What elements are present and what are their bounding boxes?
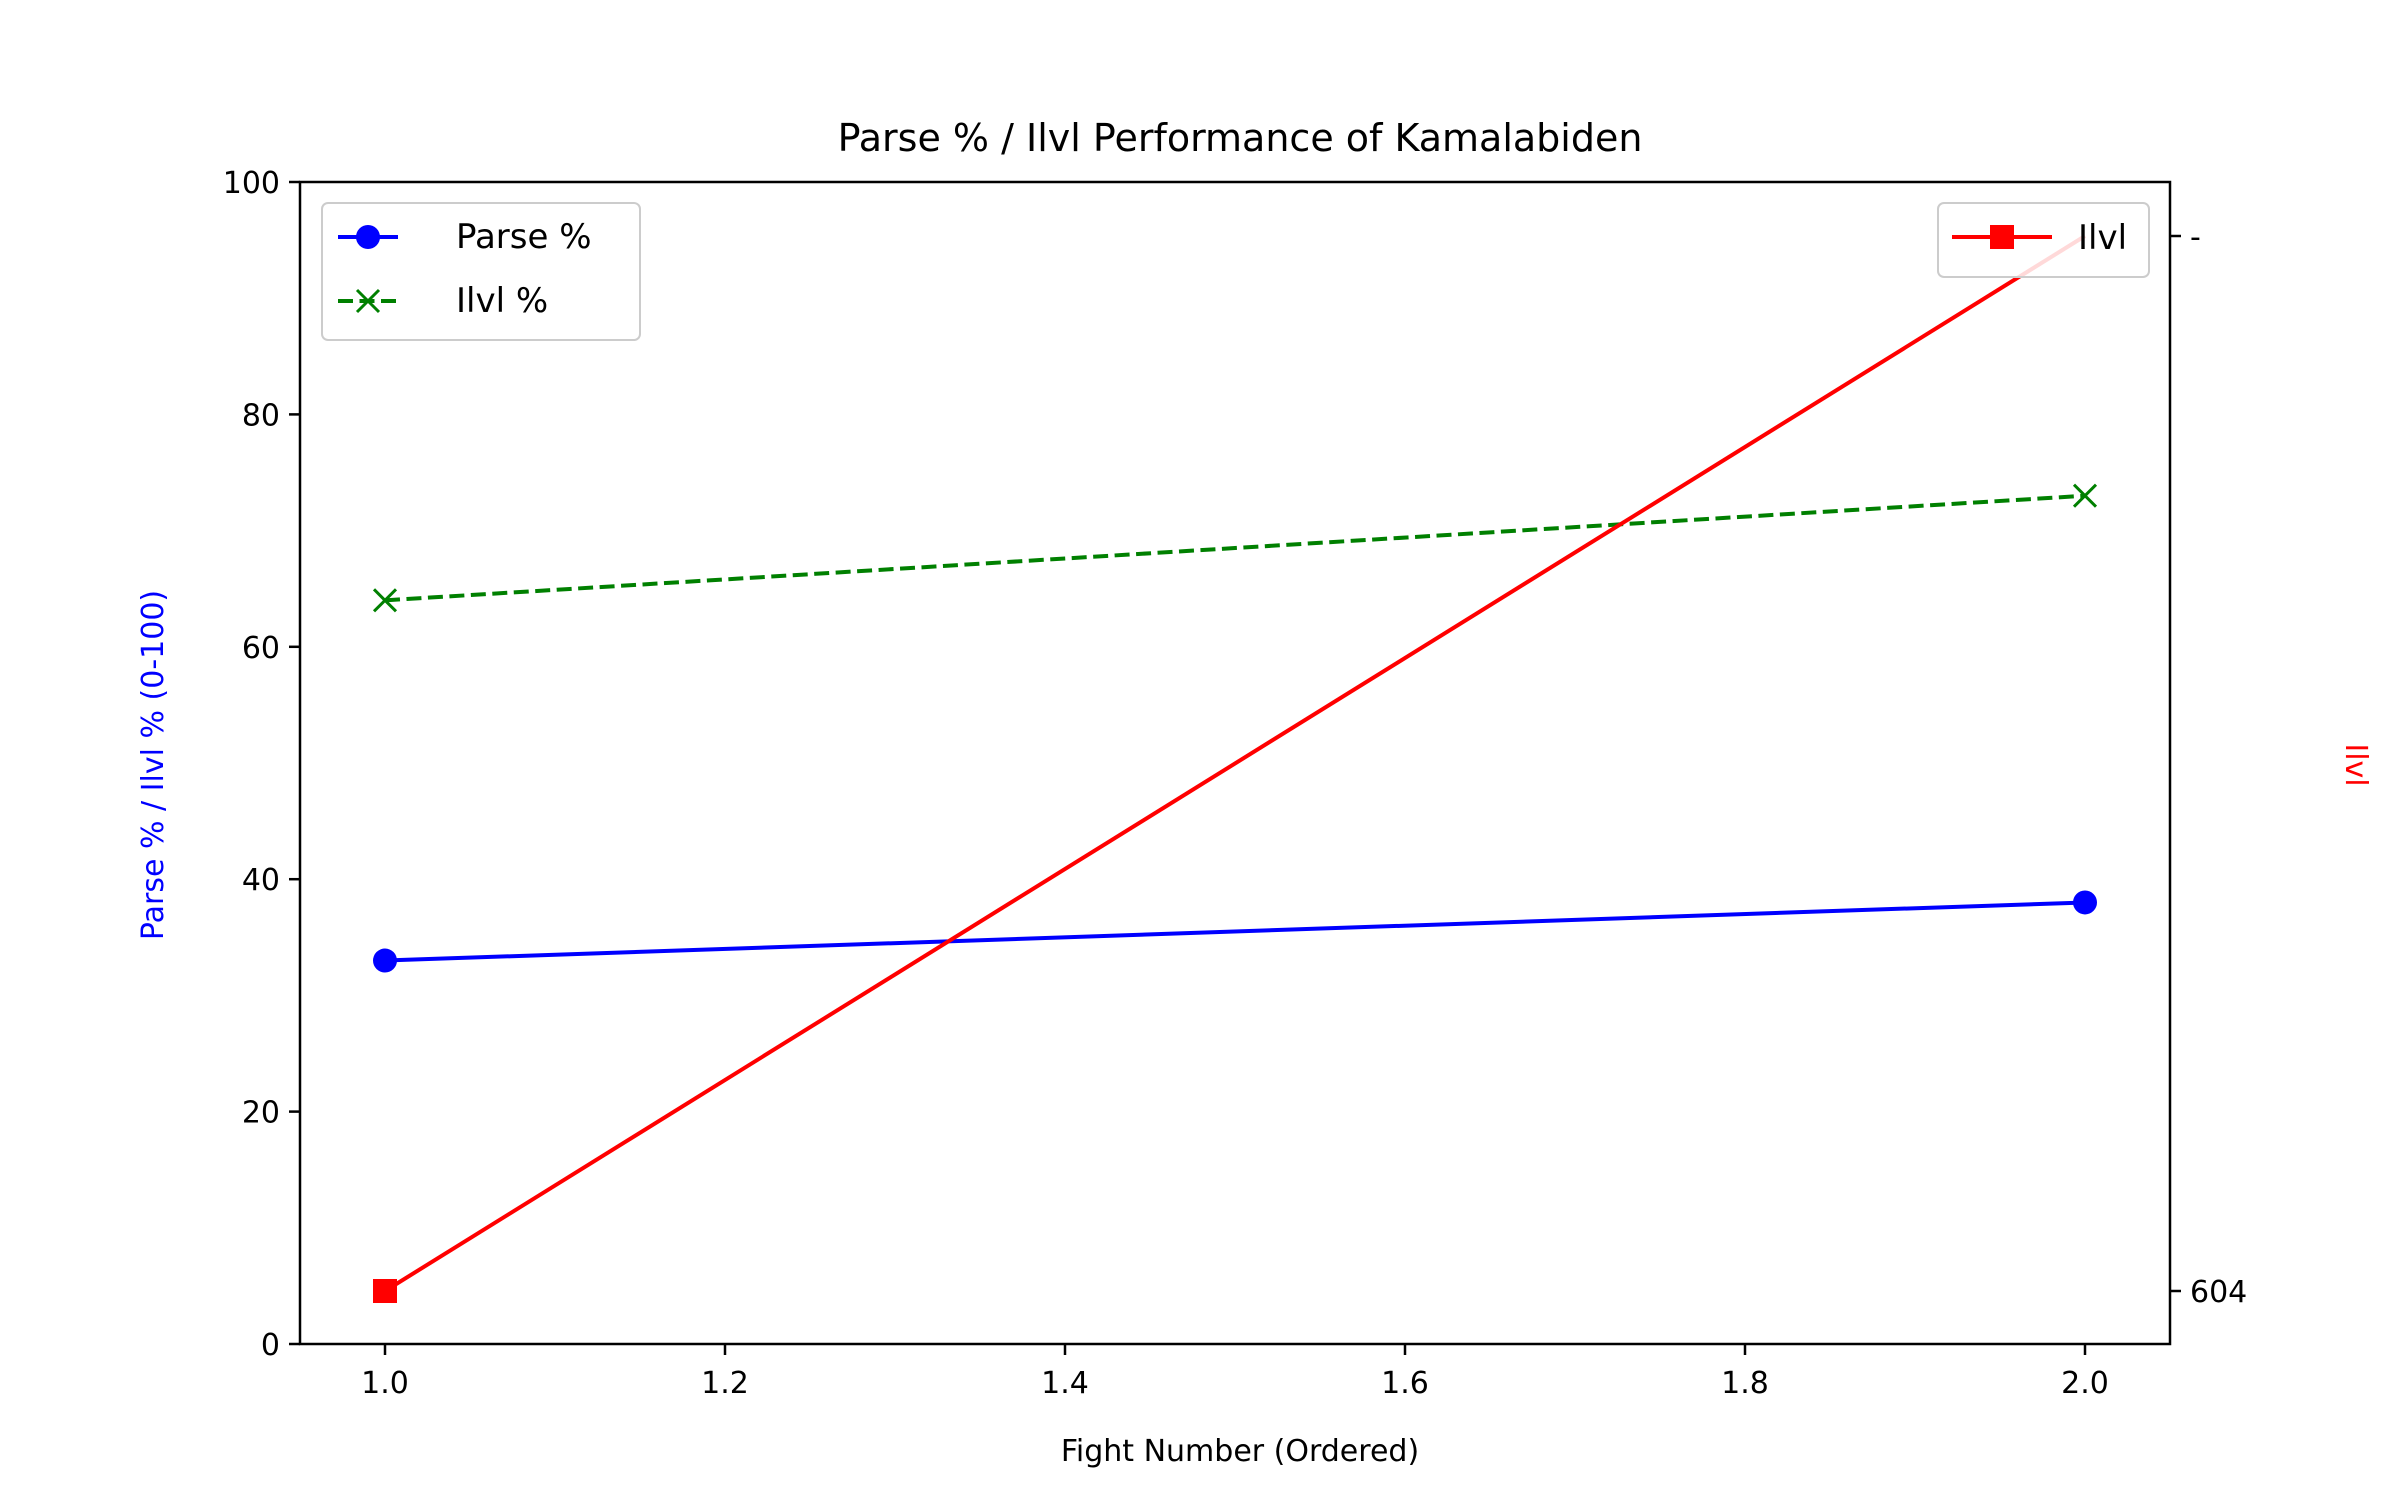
y-tick-label-left: 100 xyxy=(223,166,280,201)
legend-marker-0 xyxy=(356,225,380,249)
y-tick-label-left: 60 xyxy=(242,631,280,666)
y-tick-label-left: 40 xyxy=(242,863,280,898)
series-line-0 xyxy=(384,900,2086,963)
y-tick-label-left: 0 xyxy=(261,1328,280,1363)
legend-label: Ilvl % xyxy=(456,281,548,321)
chart-title: Parse % / Ilvl Performance of Kamalabide… xyxy=(838,116,1643,160)
legend-label: Ilvl xyxy=(2078,218,2127,258)
y-tick-label-left: 20 xyxy=(242,1096,280,1131)
x-tick-label: 2.0 xyxy=(2061,1366,2109,1401)
x-axis-label: Fight Number (Ordered) xyxy=(1061,1434,1419,1469)
y-tick-label-right: 604 xyxy=(2190,1275,2247,1310)
data-point-0-0 xyxy=(373,948,397,973)
data-point-2-0 xyxy=(373,1279,397,1303)
series-line-2 xyxy=(383,234,2087,1293)
legend-right-box xyxy=(1937,202,2150,278)
x-tick-label: 1.6 xyxy=(1381,1366,1429,1401)
data-point-0-1 xyxy=(2073,890,2097,915)
legend-left-box xyxy=(321,202,641,341)
legend-left: Parse % Ilvl % xyxy=(321,202,641,341)
legend-marker-2 xyxy=(1990,225,2014,249)
x-tick-label: 1.4 xyxy=(1041,1366,1089,1401)
x-tick-label: 1.0 xyxy=(361,1366,409,1401)
legend-marker-1 xyxy=(355,288,381,314)
y-axis-label-right: Ilvl xyxy=(2338,743,2373,786)
series-line-1 xyxy=(384,493,2086,603)
data-point-1-0 xyxy=(372,588,398,613)
y-tick-label-right: - xyxy=(2190,220,2201,255)
plot-frame xyxy=(298,180,2172,1346)
x-tick-label: 1.8 xyxy=(1721,1366,1769,1401)
legend-right: Ilvl xyxy=(1937,202,2150,278)
y-axis-label-left: Parse % / Ilvl % (0-100) xyxy=(136,590,171,940)
x-tick-label: 1.2 xyxy=(701,1366,749,1401)
y-tick-label-left: 80 xyxy=(242,398,280,433)
legend-label: Parse % xyxy=(456,217,592,257)
data-point-1-1 xyxy=(2072,483,2098,508)
